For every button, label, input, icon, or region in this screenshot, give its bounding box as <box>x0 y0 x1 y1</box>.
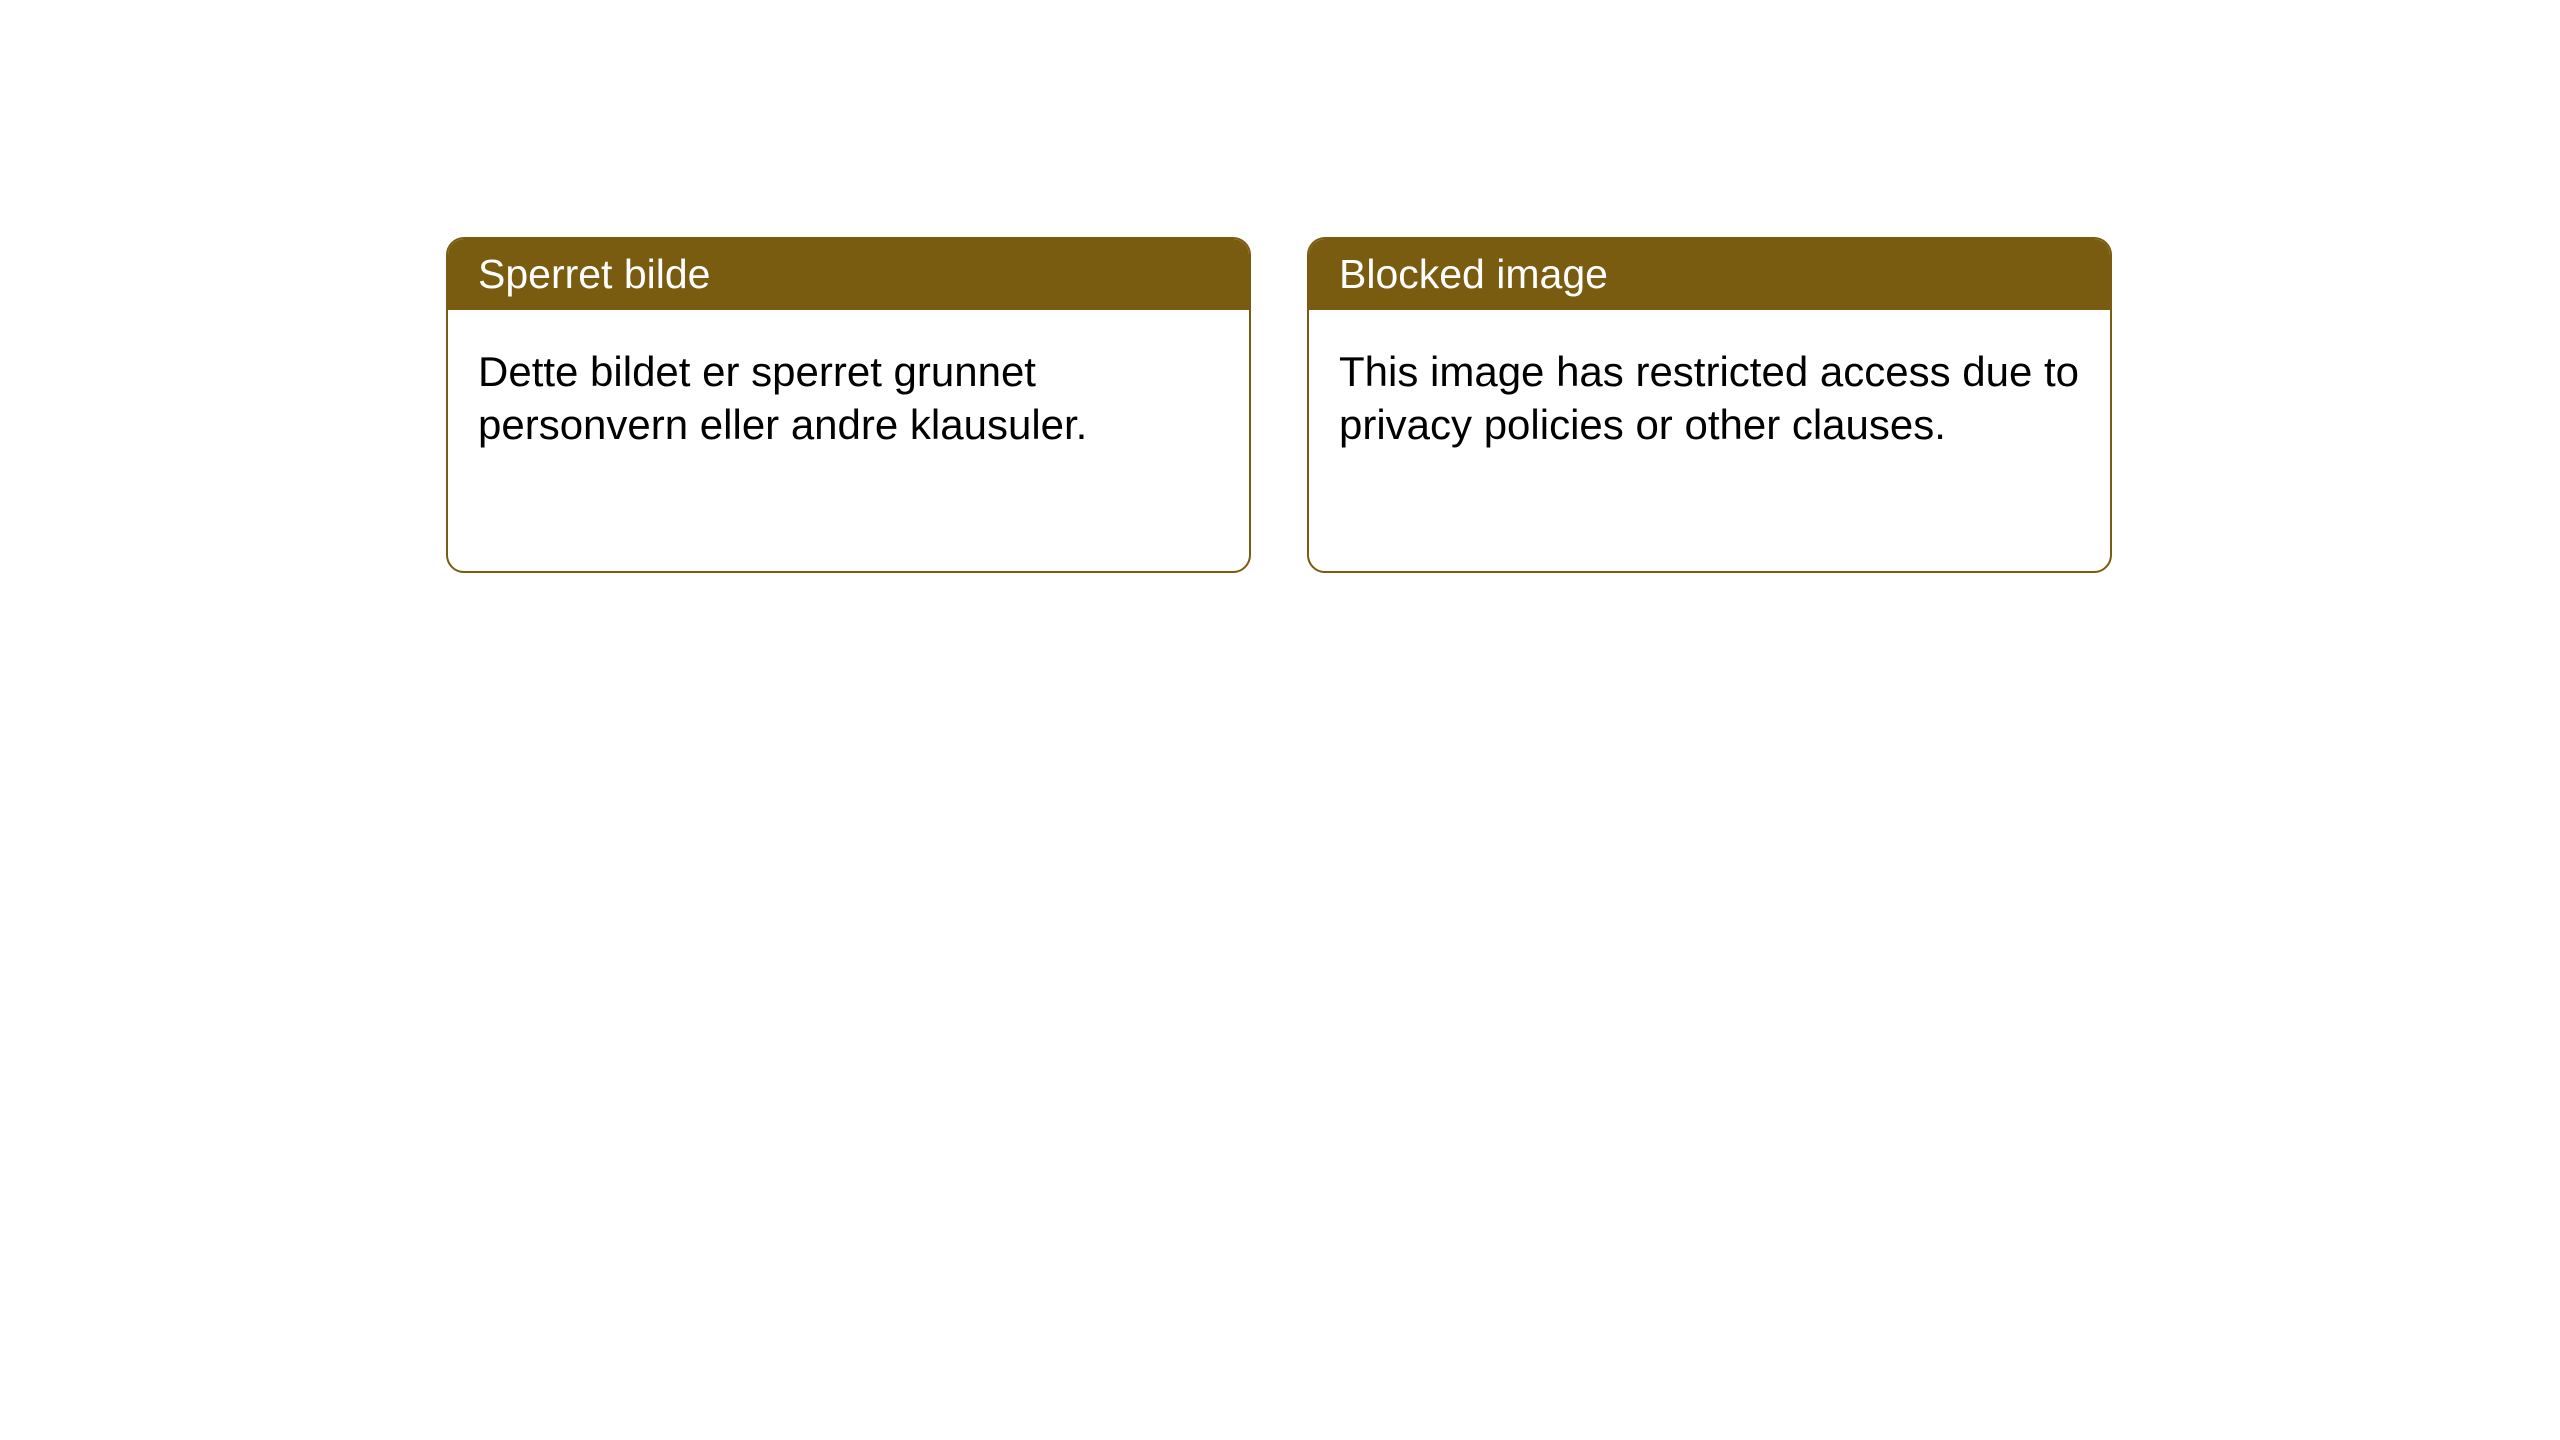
card-body: Dette bildet er sperret grunnet personve… <box>448 310 1249 487</box>
card-header: Blocked image <box>1309 239 2110 310</box>
blocked-image-card-en: Blocked image This image has restricted … <box>1307 237 2112 573</box>
card-title: Sperret bilde <box>478 251 710 297</box>
blocked-image-card-no: Sperret bilde Dette bildet er sperret gr… <box>446 237 1251 573</box>
card-title: Blocked image <box>1339 251 1608 297</box>
card-body-text: This image has restricted access due to … <box>1339 348 2079 448</box>
card-header: Sperret bilde <box>448 239 1249 310</box>
card-body-text: Dette bildet er sperret grunnet personve… <box>478 348 1087 448</box>
card-body: This image has restricted access due to … <box>1309 310 2110 487</box>
blocked-image-cards: Sperret bilde Dette bildet er sperret gr… <box>446 237 2112 573</box>
